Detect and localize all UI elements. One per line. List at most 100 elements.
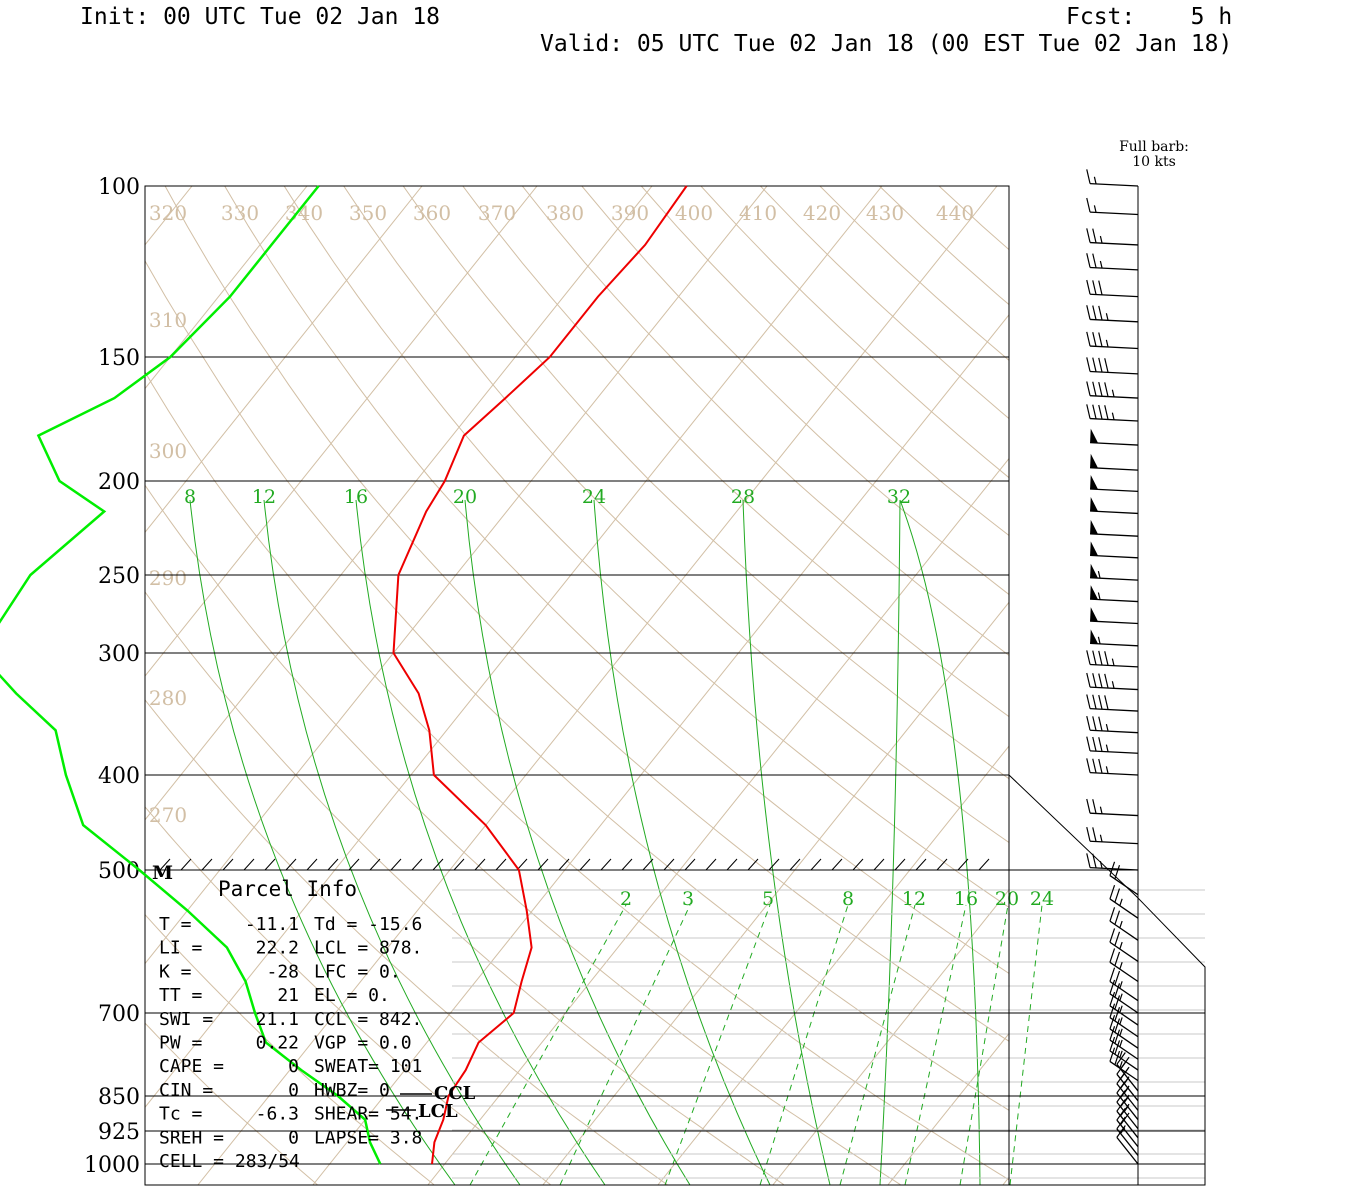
parcel-row-value: 0 xyxy=(288,1127,299,1148)
barb-shaft xyxy=(1090,577,1139,581)
inset-label: 20 xyxy=(995,888,1019,910)
wind-barb xyxy=(1109,1003,1139,1038)
dry-adiabat xyxy=(819,186,1009,361)
isotherm-label: -80 xyxy=(520,130,561,170)
barb-shaft xyxy=(1090,488,1139,493)
barb-full xyxy=(1086,758,1091,773)
hatch-mark xyxy=(957,858,969,871)
wind-barb xyxy=(1109,991,1139,1026)
wind-barb xyxy=(1086,357,1139,375)
barb-full xyxy=(1109,1003,1116,1018)
barb-full xyxy=(1092,357,1097,372)
isotherm-label: -30 xyxy=(1020,253,1061,293)
hatch-mark xyxy=(453,858,465,871)
wind-barb xyxy=(1086,381,1139,399)
barb-flag xyxy=(1090,585,1099,600)
parcel-row-value: -28 xyxy=(266,961,299,982)
inset-dashed-line xyxy=(559,904,691,1185)
pressure-axis: 100 150 200 250 300 400 500 700 850 925 1000 M xyxy=(84,175,173,1178)
wind-barb xyxy=(1109,861,1139,896)
pressure-label: 1000 xyxy=(84,1153,140,1178)
parcel-row-right: HWBZ= 0 xyxy=(314,1080,390,1101)
pressure-label: 500 xyxy=(98,859,140,884)
dry-adiabat xyxy=(145,699,668,1185)
isotherm-label: 10 xyxy=(1050,747,1086,783)
barb-full xyxy=(1092,694,1097,710)
barb-full xyxy=(1114,1018,1121,1033)
hatch-mark xyxy=(789,858,801,871)
mixing-ratio-line xyxy=(899,499,981,1185)
dry-adiabat xyxy=(145,259,1009,1111)
barb-full xyxy=(1114,983,1121,998)
barb-shaft xyxy=(1090,533,1139,537)
isotherm-label: -50 xyxy=(891,130,932,170)
theta-label: 440 xyxy=(936,201,974,225)
barb-shaft xyxy=(1090,729,1139,734)
parcel-row-right: CCL = 842. xyxy=(314,1009,422,1030)
hatch-mark xyxy=(558,858,570,871)
barb-full xyxy=(1116,1071,1126,1085)
hatch-mark xyxy=(663,858,675,871)
inset-label: 2 xyxy=(620,888,632,910)
parcel-info-box: Parcel Info T = -11.1 Td = -15.6 LI = 22.2 LCL… xyxy=(159,877,422,1172)
barb-full xyxy=(1098,404,1103,420)
barb-shaft xyxy=(1109,980,1139,1002)
parcel-row-label: CAPE = xyxy=(159,1056,224,1077)
barb-shaft xyxy=(1090,707,1139,712)
pressure-label: 200 xyxy=(98,470,140,495)
parcel-row-value: -6.3 xyxy=(256,1104,299,1125)
isotherm-line xyxy=(145,186,768,965)
dry-adiabat xyxy=(938,186,1009,251)
barb-full xyxy=(1086,736,1091,751)
barb-full xyxy=(1098,716,1103,732)
barb-half xyxy=(1111,658,1115,666)
hatch-mark xyxy=(768,858,780,871)
hatch-mark xyxy=(264,858,276,871)
theta-label: 270 xyxy=(149,803,187,827)
pressure-label: 850 xyxy=(98,1085,140,1110)
dry-adiabat xyxy=(402,186,1009,780)
isotherm-line xyxy=(312,314,1009,1185)
wind-barb xyxy=(1090,497,1139,515)
hatch-mark xyxy=(495,858,507,871)
inset-label: 16 xyxy=(954,888,978,910)
barb-half xyxy=(1099,260,1103,269)
m-marker: M xyxy=(152,862,173,884)
barb-shaft xyxy=(1116,1136,1139,1165)
dry-adiabat xyxy=(145,913,435,1185)
barb-full xyxy=(1114,888,1121,903)
barb-full xyxy=(1114,1029,1121,1044)
wind-barb xyxy=(1090,585,1139,603)
barb-full xyxy=(1086,650,1091,665)
barb-full xyxy=(1114,951,1121,966)
barb-full xyxy=(1092,228,1097,243)
wind-barb xyxy=(1086,853,1139,871)
parcel-row-right: Td = -15.6 xyxy=(314,914,422,935)
barb-half xyxy=(1119,961,1123,970)
pressure-label: 925 xyxy=(98,1120,140,1145)
hatch-mark xyxy=(747,858,759,871)
barb-full xyxy=(1092,758,1097,774)
inset-label: 24 xyxy=(1030,888,1054,910)
isotherm-line xyxy=(772,889,1009,1185)
barb-half xyxy=(1119,1028,1123,1036)
mixing-ratio-label: 24 xyxy=(582,486,606,508)
wind-barb xyxy=(1090,541,1139,559)
barb-half xyxy=(1111,681,1115,689)
isotherm-label: 20 xyxy=(1068,857,1104,893)
barb-full xyxy=(1109,1036,1116,1052)
barb-full xyxy=(1098,381,1103,397)
barb-shaft xyxy=(1090,750,1139,754)
lower-inset-lines: 2 3 5 8 12 16 20 24 xyxy=(452,888,1205,1185)
barb-full xyxy=(1092,280,1097,295)
barb-half xyxy=(1119,920,1123,929)
barb-shaft xyxy=(1090,318,1139,323)
hatch-mark xyxy=(285,858,297,871)
wind-barb xyxy=(1086,404,1139,422)
parcel-row-label: SWI = xyxy=(159,1009,213,1030)
parcel-info-title: Parcel Info xyxy=(218,877,357,901)
wind-barb xyxy=(1086,197,1139,216)
barb-shaft xyxy=(1090,241,1139,246)
barb-full xyxy=(1116,1107,1126,1121)
